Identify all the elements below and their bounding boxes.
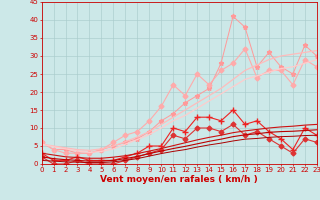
X-axis label: Vent moyen/en rafales ( km/h ): Vent moyen/en rafales ( km/h ) (100, 175, 258, 184)
